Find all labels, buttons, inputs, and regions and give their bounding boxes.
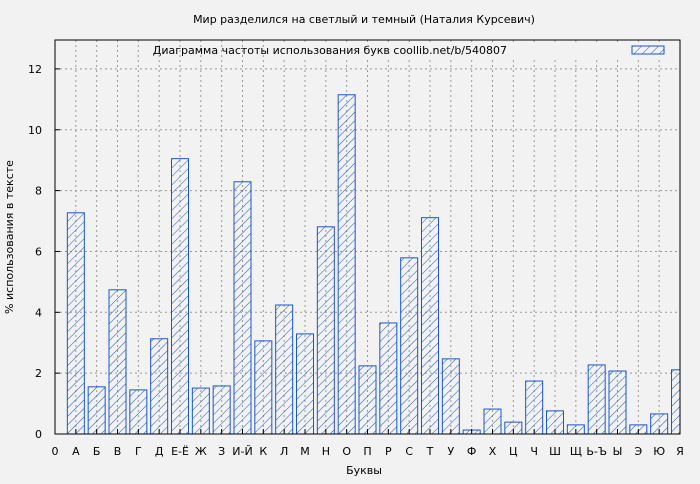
bar-Е-Ё [171,158,189,434]
bar-Л [275,304,294,434]
bar-С [400,257,419,434]
x-tick-label: Р [385,445,392,458]
bar-Ы [608,370,627,434]
y-tick-label: 10 [28,124,42,137]
bar-Ш [546,410,564,434]
x-tick-label: Ю [653,445,665,458]
x-tick-label: Ф [467,445,476,458]
x-tick-label: Д [155,445,164,458]
x-tick-label: Я [676,445,684,458]
x-tick-label: Л [280,445,288,458]
x-tick-label: Е-Ё [171,445,189,458]
x-tick-label: У [447,445,454,458]
x-tick-label: И-Й [232,445,252,458]
x-tick-label: К [259,445,267,458]
legend-swatch [631,45,665,55]
x-tick-label: М [300,445,310,458]
bar-Я [671,369,680,434]
x-tick-label: Б [93,445,101,458]
bar-Ж [191,387,210,434]
bars [66,94,680,434]
x-tick-label: П [363,445,371,458]
bar-И-Й [233,181,252,434]
x-tick-label: Х [489,445,497,458]
bar-З [212,385,231,434]
y-tick-label: 2 [35,367,42,380]
bar-В [108,289,127,434]
x-tick-label: Ь-Ъ [586,445,607,458]
y-tick-label: 0 [35,428,42,441]
x-tick-label: Э [634,445,642,458]
bar-Б [87,386,106,434]
y-tick-label: 6 [35,245,42,258]
legend-box [278,42,676,58]
bar-Ь-Ъ [587,364,606,434]
bar-П [358,365,377,434]
x-tick-label: С [405,445,413,458]
bar-Т [421,217,439,434]
bar-Н [316,226,335,434]
x-tick-label: Ц [509,445,518,458]
bar-Ч [525,380,544,434]
bar-К [254,340,273,434]
x-tick-label: Ж [195,445,207,458]
y-tick-label: 4 [35,306,42,319]
bar-А [66,212,85,434]
bar-Д [150,338,169,434]
y-tick-label: 8 [35,185,42,198]
x-tick-label: О [342,445,351,458]
x-axis-label: Буквы [346,464,382,477]
bar-Р [379,322,398,434]
bar-Ц [504,421,523,434]
x-tick-label: А [72,445,80,458]
x-tick-label: Т [426,445,434,458]
y-tick-label: 12 [28,63,42,76]
x-tick-label: З [218,445,225,458]
x-tick-label: Н [322,445,330,458]
bar-М [296,333,314,434]
bar-О [337,94,356,434]
y-axis-label: % использования в тексте [3,160,16,314]
legend-label: Диаграмма частоты использования букв coo… [153,44,507,57]
bar-Г [129,389,148,434]
x-tick-label: Ч [530,445,538,458]
x-tick-label: Ш [549,445,561,458]
x-tick-label: Г [135,445,142,458]
bar-У [441,358,460,434]
x-tick-label: Ы [613,445,623,458]
chart-title: Мир разделился на светлый и темный (Ната… [193,13,535,26]
x-tick-label: Щ [570,445,582,458]
x-tick-label: 0 [52,445,59,458]
x-tick-label: В [114,445,122,458]
